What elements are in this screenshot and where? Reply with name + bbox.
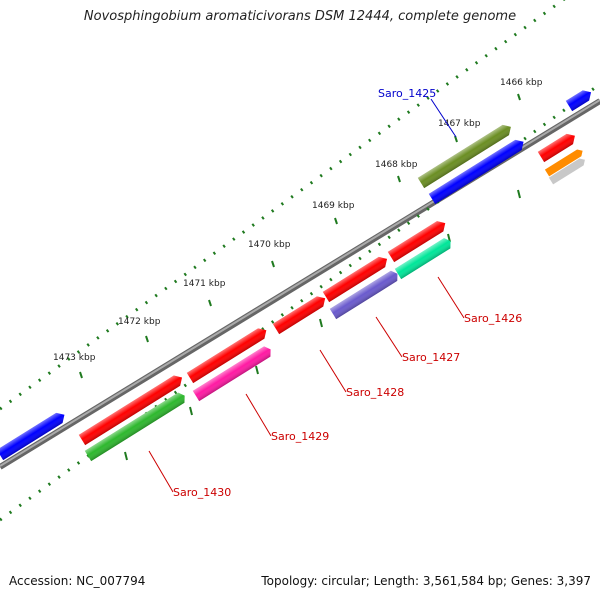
gene-arrow-orange-right[interactable] [544, 147, 585, 177]
scale-labels: 1466 kbp 1467 kbp 1468 kbp 1469 kbp 1470… [53, 78, 543, 363]
accession-text: Accession: NC_007794 [9, 574, 146, 588]
gene-label-saro-1425[interactable]: Saro_1425 [378, 87, 436, 100]
scale-label-1469: 1469 kbp [312, 201, 355, 211]
gene-arrow-saro-1428[interactable] [272, 293, 329, 335]
scale-label-1467: 1467 kbp [438, 119, 481, 129]
gene-label-saro-1429[interactable]: Saro_1429 [271, 430, 329, 443]
scale-label-1470: 1470 kbp [248, 240, 291, 250]
gene-arrow-saro-1425-blue[interactable] [428, 137, 527, 205]
gene-arrow-saro-1430-top[interactable] [78, 372, 185, 446]
scale-label-1473: 1473 kbp [53, 353, 96, 363]
label-leaders [148, 98, 465, 493]
gene-arrow-saro-1425-olive[interactable] [417, 122, 514, 189]
scale-label-1471: 1471 kbp [183, 279, 226, 289]
gene-arrow-saro-1429-top[interactable] [186, 325, 270, 384]
gene-arrow-saro-1426-teal[interactable] [394, 236, 454, 280]
diagram-title: Novosphingobium aromaticivorans DSM 1244… [83, 9, 517, 24]
gene-arrow-saro-1430-green[interactable] [84, 391, 188, 462]
gene-arrow-saro-1427-purple[interactable] [329, 269, 401, 320]
gene-label-saro-1428[interactable]: Saro_1428 [346, 386, 404, 399]
scale-label-1466: 1466 kbp [500, 78, 543, 88]
inner-major-ticks [124, 189, 521, 461]
scale-label-1472: 1472 kbp [118, 317, 161, 327]
gene-label-saro-1430[interactable]: Saro_1430 [173, 486, 231, 499]
gene-arrow-saro-1429-pink[interactable] [192, 344, 274, 402]
scale-label-1468: 1468 kbp [375, 160, 418, 170]
gene-arrow-saro-1426-top[interactable] [387, 218, 449, 263]
gene-labels: Saro_1425 Saro_1426 Saro_1427 Saro_1428 … [173, 87, 522, 499]
gene-label-saro-1427[interactable]: Saro_1427 [402, 351, 460, 364]
gene-arrow-red-right[interactable] [537, 131, 578, 163]
gene-arrow-blue-right[interactable] [565, 87, 594, 112]
gene-arrow-saro-1427-top[interactable] [322, 254, 390, 303]
outer-scale-track [0, 0, 600, 411]
genome-stats-text: Topology: circular; Length: 3,561,584 bp… [261, 574, 591, 588]
gene-arrow-blue-left[interactable] [0, 410, 68, 461]
gene-label-saro-1426[interactable]: Saro_1426 [464, 312, 522, 325]
outer-major-ticks [79, 93, 521, 379]
forward-genes [0, 87, 594, 461]
lower-genes [84, 147, 587, 462]
gene-arrow-gray-right[interactable] [548, 156, 587, 185]
